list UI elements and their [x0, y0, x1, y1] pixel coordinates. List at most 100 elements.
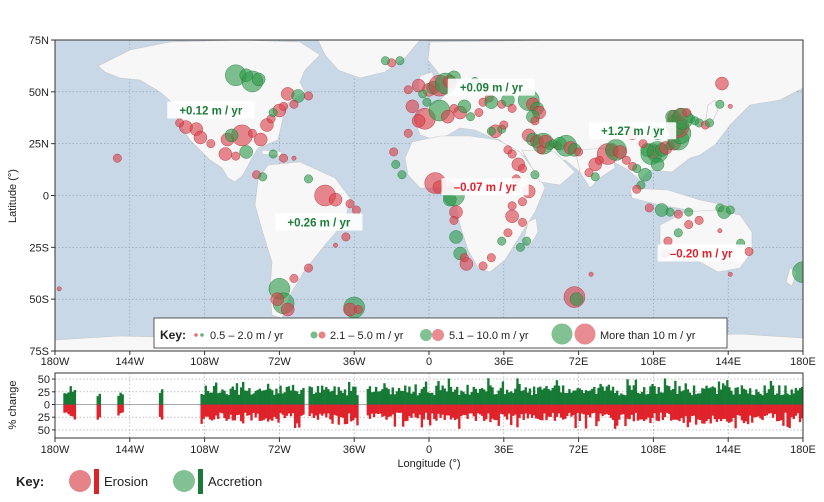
erosion-bar	[480, 404, 484, 416]
accretion-bar	[98, 393, 102, 405]
accretion-bar	[387, 389, 390, 405]
erosion-bar	[607, 404, 611, 416]
accretion-bar	[576, 388, 579, 405]
erosion-point	[682, 108, 692, 117]
accretion-bar	[372, 391, 376, 405]
erosion-bar	[121, 404, 124, 413]
accretion-bar	[410, 393, 413, 405]
erosion-bar	[406, 404, 409, 421]
erosion-bar	[786, 404, 789, 427]
accretion-bar	[491, 387, 494, 405]
legend-accretion-large	[420, 329, 432, 341]
erosion-bar	[204, 404, 207, 417]
erosion-bar	[630, 404, 633, 415]
accretion-bar	[530, 395, 534, 405]
erosion-bar	[503, 404, 507, 417]
lat-tick-label: 0	[43, 191, 49, 203]
erosion-bar	[408, 404, 411, 417]
erosion-bar	[308, 404, 311, 417]
accretion-bar	[314, 392, 318, 405]
erosion-bar	[628, 404, 631, 420]
accretion-bar	[466, 384, 469, 405]
erosion-bar	[522, 404, 525, 420]
accretion-bar	[308, 386, 311, 405]
erosion-bar	[543, 404, 546, 414]
erosion-bar	[217, 404, 220, 419]
accretion-bar	[616, 390, 619, 405]
erosion-bar	[688, 404, 692, 423]
accretion-point	[239, 68, 253, 82]
accretion-bar	[620, 393, 623, 405]
accretion-bar	[345, 395, 349, 405]
accretion-bar	[352, 386, 355, 405]
land-indonesia	[629, 187, 736, 213]
bar-x-tick-label: 180E	[790, 444, 816, 456]
erosion-bar	[468, 404, 471, 414]
legend-entry-1: 0.5 – 2.0 m / yr	[210, 330, 284, 342]
erosion-bar	[699, 404, 702, 421]
accretion-point	[673, 228, 683, 238]
accretion-bar	[618, 395, 621, 405]
erosion-bar	[586, 404, 590, 415]
erosion-bar	[293, 404, 297, 428]
lat-tick-label: 50S	[29, 294, 49, 306]
bar-x-tick-label: 144W	[115, 444, 144, 456]
bar-y-tick-label: 0	[44, 400, 50, 412]
erosion-bar	[505, 404, 509, 420]
erosion-bar	[239, 404, 243, 422]
accretion-bar	[539, 386, 542, 405]
erosion-bar	[643, 404, 646, 422]
accretion-bar	[792, 393, 795, 405]
erosion-bar	[379, 404, 382, 414]
accretion-bar	[327, 389, 330, 405]
accretion-bar	[65, 393, 68, 405]
erosion-point	[632, 184, 642, 194]
accretion-bar	[239, 387, 243, 405]
accretion-bar	[611, 386, 615, 405]
accretion-point	[422, 97, 432, 107]
rate-label-bg	[441, 178, 529, 196]
accretion-bar	[659, 392, 663, 405]
accretion-bar	[740, 385, 744, 405]
accretion-bar	[217, 393, 220, 405]
erosion-bar	[337, 404, 340, 425]
erosion-bar	[399, 404, 403, 413]
erosion-bar	[377, 404, 380, 414]
erosion-bar	[345, 404, 349, 424]
accretion-bar	[408, 386, 411, 405]
erosion-bar	[661, 404, 665, 421]
accretion-bar	[780, 395, 783, 405]
accretion-bar	[537, 387, 540, 405]
erosion-point	[715, 76, 729, 91]
erosion-bar	[237, 404, 241, 415]
erosion-bar	[250, 404, 253, 421]
accretion-bar	[453, 389, 457, 405]
erosion-point	[405, 99, 420, 114]
accretion-bar	[507, 392, 511, 405]
legend-entry-3: 5.1 – 10.0 m / yr	[449, 330, 529, 342]
erosion-bar	[697, 404, 700, 420]
legend-erosion-large	[432, 329, 444, 341]
accretion-bar	[119, 392, 122, 405]
accretion-bar	[721, 383, 725, 405]
erosion-bar	[719, 404, 723, 422]
erosion-bar	[705, 404, 708, 422]
accretion-bar	[271, 390, 274, 405]
accretion-bar	[462, 391, 465, 405]
accretion-bar	[237, 394, 241, 405]
erosion-bar	[584, 404, 588, 429]
accretion-bar	[244, 390, 247, 405]
accretion-bar	[493, 394, 496, 405]
erosion-bar	[310, 404, 313, 414]
bottom-key: Key: Erosion Accretion	[16, 469, 262, 494]
erosion-bar	[634, 404, 638, 413]
accretion-bar	[694, 394, 698, 405]
accretion-bar	[678, 386, 681, 405]
erosion-point	[518, 197, 527, 207]
legend-accretion-xl	[551, 323, 573, 345]
erosion-bar	[244, 404, 247, 413]
legend-erosion-small	[194, 333, 198, 337]
erosion-bar	[221, 404, 224, 414]
erosion-point	[503, 228, 513, 238]
accretion-bar	[651, 383, 654, 405]
